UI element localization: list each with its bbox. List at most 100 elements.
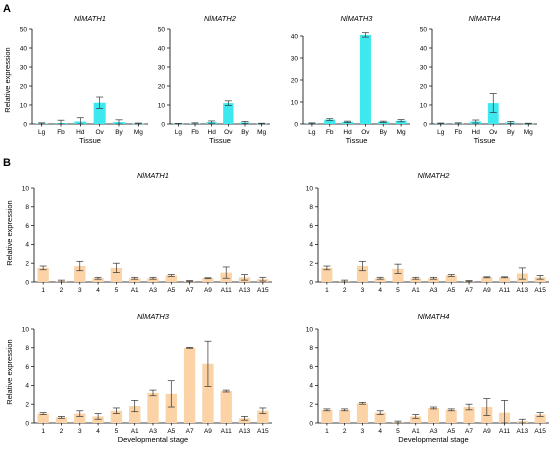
x-tick-label: 2 (343, 428, 347, 435)
x-tick-label: Lg (308, 129, 316, 136)
y-tick-label: 10 (306, 185, 314, 192)
bar-A11 (220, 391, 232, 423)
y-tick-label: 6 (309, 364, 313, 371)
bar-A3 (147, 392, 159, 423)
x-tick-label: A1 (131, 287, 139, 294)
bar-4 (92, 416, 104, 423)
y-tick-label: 0 (23, 121, 27, 128)
y-tick-label: 10 (22, 326, 30, 333)
x-axis-label: Tissue (346, 136, 368, 145)
bar-Ov (487, 103, 499, 124)
bar-A15 (534, 414, 546, 423)
bar-A3 (427, 407, 440, 423)
bar-5 (110, 267, 123, 282)
y-tick-label: 20 (158, 83, 166, 90)
x-tick-label: 1 (325, 428, 329, 435)
x-tick-label: A15 (257, 287, 269, 294)
y-tick-label: 20 (291, 77, 299, 84)
bar-1 (321, 267, 333, 282)
x-tick-label: 3 (78, 428, 82, 435)
bar-Ov (359, 34, 371, 124)
x-tick-label: A13 (239, 287, 251, 294)
bar-A1 (410, 416, 422, 423)
x-tick-label: A5 (447, 428, 455, 435)
y-tick-label: 30 (291, 55, 299, 62)
x-tick-label: Fb (191, 129, 199, 136)
x-tick-label: A1 (131, 428, 139, 435)
y-tick-label: 2 (309, 402, 313, 409)
bar-4 (92, 278, 104, 282)
y-tick-label: 4 (309, 383, 313, 390)
bar-A1 (129, 406, 141, 423)
x-tick-label: A15 (257, 428, 269, 435)
y-tick-label: 8 (25, 204, 29, 211)
y-tick-label: 2 (309, 261, 313, 268)
bar-A5 (445, 275, 457, 282)
x-tick-label: A1 (412, 428, 420, 435)
x-tick-label: A9 (483, 287, 491, 294)
bar-3 (356, 403, 368, 423)
x-tick-label: Lg (437, 129, 445, 136)
bar-A5 (165, 275, 177, 282)
chart-3: NlMATH4 0 10 20 30 40 50 Lg Fb Hd Ov By Mg Tissue (420, 14, 537, 145)
x-tick-label: By (115, 129, 123, 136)
x-axis-label: Developmental stage (398, 435, 468, 444)
bar-A7 (183, 347, 196, 423)
chart-0: NlMATH1 0 10 20 30 40 50 Lg Fb Hd Ov By Mg Tissue (20, 14, 148, 145)
y-tick-label: 30 (20, 64, 28, 71)
x-tick-label: Fb (454, 129, 462, 136)
bar-A13 (238, 418, 251, 423)
x-tick-label: A15 (534, 287, 546, 294)
x-tick-label: 2 (60, 428, 64, 435)
bar-Ov (223, 103, 234, 124)
bar-5 (110, 410, 123, 423)
x-tick-label: 2 (60, 287, 64, 294)
y-tick-label: 40 (291, 33, 299, 40)
bar-Mg (395, 120, 407, 124)
bar-1 (321, 409, 333, 423)
panel-letter-a: A (3, 3, 11, 15)
bar-3 (74, 266, 86, 282)
bar-A7 (463, 407, 475, 423)
y-tick-label: 10 (420, 102, 428, 109)
x-tick-label: A5 (167, 287, 175, 294)
x-tick-label: 3 (361, 428, 365, 435)
bar-Fb (324, 119, 336, 124)
x-tick-label: By (241, 129, 249, 136)
y-tick-label: 50 (158, 26, 166, 33)
bar-3 (74, 413, 86, 423)
y-tick-label: 2 (25, 402, 29, 409)
y-tick-label: 0 (161, 121, 165, 128)
x-tick-label: 3 (361, 287, 365, 294)
x-tick-label: By (507, 129, 515, 136)
x-tick-label: A13 (239, 428, 251, 435)
bar-A15 (257, 410, 269, 423)
bar-1 (37, 267, 49, 282)
x-tick-label: 1 (325, 287, 329, 294)
chart-title: NlMATH4 (418, 312, 450, 321)
y-tick-label: 0 (309, 279, 313, 286)
x-tick-label: Mg (134, 129, 143, 136)
y-tick-label: 10 (22, 185, 30, 192)
x-tick-label: Hd (343, 129, 352, 136)
x-tick-label: By (379, 129, 387, 136)
y-tick-label: 40 (20, 45, 28, 52)
panel-b-ylabel-bottom: Relative expression (5, 339, 14, 404)
x-tick-label: 1 (41, 428, 45, 435)
y-tick-label: 6 (25, 364, 29, 371)
y-tick-label: 10 (20, 102, 28, 109)
x-tick-label: A9 (204, 428, 212, 435)
bar-A5 (445, 409, 457, 423)
x-axis-label: Developmental stage (118, 435, 188, 444)
y-tick-label: 10 (158, 102, 166, 109)
x-tick-label: A3 (430, 287, 438, 294)
y-tick-label: 30 (420, 64, 428, 71)
x-tick-label: 5 (115, 428, 119, 435)
y-tick-label: 4 (309, 242, 313, 249)
bar-2 (55, 417, 68, 423)
bar-A3 (147, 278, 159, 282)
